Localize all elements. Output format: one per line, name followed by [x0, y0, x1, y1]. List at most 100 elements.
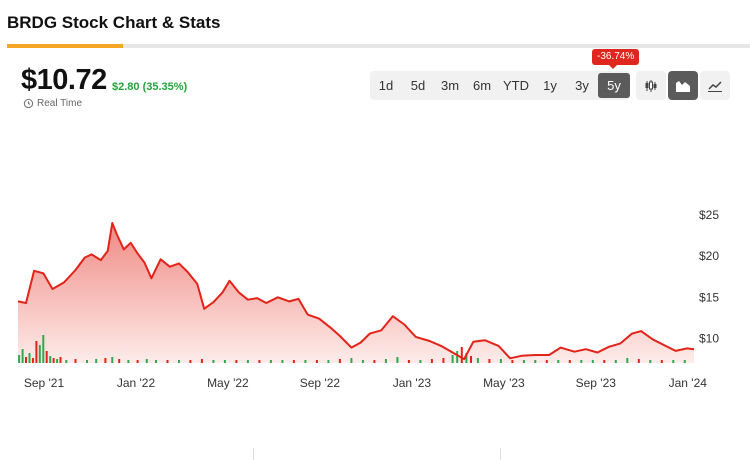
volume-bar — [155, 360, 157, 363]
volume-bar — [38, 345, 41, 363]
volume-bar — [456, 351, 459, 363]
volume-bar — [580, 360, 583, 363]
range-1y[interactable]: 1y — [543, 78, 557, 93]
volume-bar — [384, 359, 387, 363]
y-tick-label: $15 — [699, 290, 719, 304]
volume-bar — [419, 360, 422, 363]
volume-bar — [522, 360, 525, 363]
page-title: BRDG Stock Chart & Stats — [7, 13, 221, 32]
volume-bar — [442, 358, 445, 363]
range-ytd[interactable]: YTD — [503, 78, 529, 93]
volume-bar — [488, 359, 491, 363]
x-tick-label: Sep '21 — [24, 376, 65, 390]
volume-bar — [223, 360, 226, 363]
volume-bar — [118, 359, 121, 363]
volume-bar — [166, 360, 169, 363]
volume-bar — [95, 359, 98, 363]
stats-divider — [500, 448, 501, 460]
volume-bar — [269, 360, 272, 363]
volume-bar — [258, 360, 261, 363]
volume-bar — [235, 360, 238, 363]
range-5y[interactable]: 5y — [598, 73, 630, 98]
volume-bar — [25, 357, 27, 363]
volume-bar — [430, 359, 433, 363]
volume-bar — [31, 358, 34, 363]
y-axis-ticks: $25 $20 $15 $10 — [699, 208, 719, 346]
range-3m[interactable]: 3m — [440, 78, 460, 93]
volume-bar — [396, 357, 399, 363]
volume-bar — [21, 349, 24, 363]
volume-bar — [327, 360, 330, 363]
volume-bar — [511, 360, 514, 363]
range-6m[interactable]: 6m — [472, 78, 492, 93]
volume-bar — [104, 358, 107, 363]
volume-bar — [649, 360, 652, 363]
volume-bar — [451, 355, 454, 363]
volume-bar — [545, 360, 548, 363]
mountain-icon — [676, 80, 690, 92]
volume-bar — [683, 360, 686, 363]
volume-bar — [212, 360, 215, 363]
volume-bar — [614, 360, 617, 363]
line-chart-button[interactable] — [700, 71, 730, 100]
tooltip-arrow — [608, 64, 618, 69]
volume-bar — [637, 359, 640, 363]
title-divider-accent — [7, 44, 123, 48]
mountain-chart-button[interactable] — [668, 71, 698, 100]
volume-bar — [111, 357, 114, 363]
volume-bar — [200, 359, 203, 363]
volume-bar — [361, 360, 364, 363]
volume-bar — [281, 360, 284, 363]
volume-bar — [127, 360, 130, 363]
x-tick-label: Sep '23 — [576, 376, 617, 390]
x-tick-label: Jan '24 — [669, 376, 708, 390]
volume-bar — [52, 358, 55, 363]
volume-bar — [338, 359, 341, 363]
volume-bar — [407, 360, 410, 363]
range-3y[interactable]: 3y — [575, 78, 589, 93]
x-tick-label: Sep '22 — [300, 376, 341, 390]
realtime-label: Real Time — [37, 98, 83, 109]
volume-bar — [145, 359, 148, 363]
volume-bar — [49, 356, 52, 363]
volume-bar — [672, 360, 675, 363]
volume-bar — [178, 360, 180, 363]
range-change-tooltip: -36.74% — [592, 49, 640, 65]
range-selector: 1d 5d 3m 6m YTD 1y 3y 5y — [370, 71, 630, 100]
range-1d[interactable]: 1d — [378, 78, 394, 93]
realtime-indicator: Real Time — [23, 98, 82, 109]
volume-bar — [74, 359, 77, 363]
volume-bar — [246, 360, 249, 363]
candlestick-chart-button[interactable] — [636, 71, 666, 100]
volume-bar — [460, 347, 463, 363]
candlestick-icon — [645, 79, 657, 92]
x-tick-label: May '23 — [483, 376, 525, 390]
volume-bar — [499, 359, 502, 363]
volume-bar — [189, 360, 192, 363]
volume-bar — [557, 360, 560, 363]
range-5d[interactable]: 5d — [410, 78, 426, 93]
x-tick-label: May '22 — [207, 376, 249, 390]
price-area-fill — [18, 223, 694, 363]
volume-bar — [136, 360, 139, 363]
volume-bar — [42, 335, 45, 363]
stats-peek — [0, 448, 750, 460]
volume-bars — [18, 335, 686, 363]
price-line — [17, 222, 695, 361]
x-axis-ticks: Sep '21 Jan '22 May '22 Sep '22 Jan '23 May '… — [24, 376, 708, 390]
stats-divider — [253, 448, 254, 460]
volume-bar — [626, 358, 629, 363]
volume-bar — [315, 360, 318, 363]
volume-bar — [304, 360, 307, 363]
price-chart[interactable]: $25$20$15$10 Sep '21 Jan '22 May '22 Sep '2… — [0, 180, 750, 400]
volume-bar — [86, 360, 88, 363]
volume-bar — [476, 358, 479, 363]
volume-bar — [350, 358, 353, 363]
volume-bar — [65, 360, 68, 363]
volume-bar — [568, 360, 571, 363]
x-tick-label: Jan '22 — [117, 376, 156, 390]
title-divider — [7, 44, 750, 48]
volume-bar — [35, 341, 38, 363]
volume-bar — [660, 360, 663, 363]
volume-bar — [465, 353, 468, 363]
